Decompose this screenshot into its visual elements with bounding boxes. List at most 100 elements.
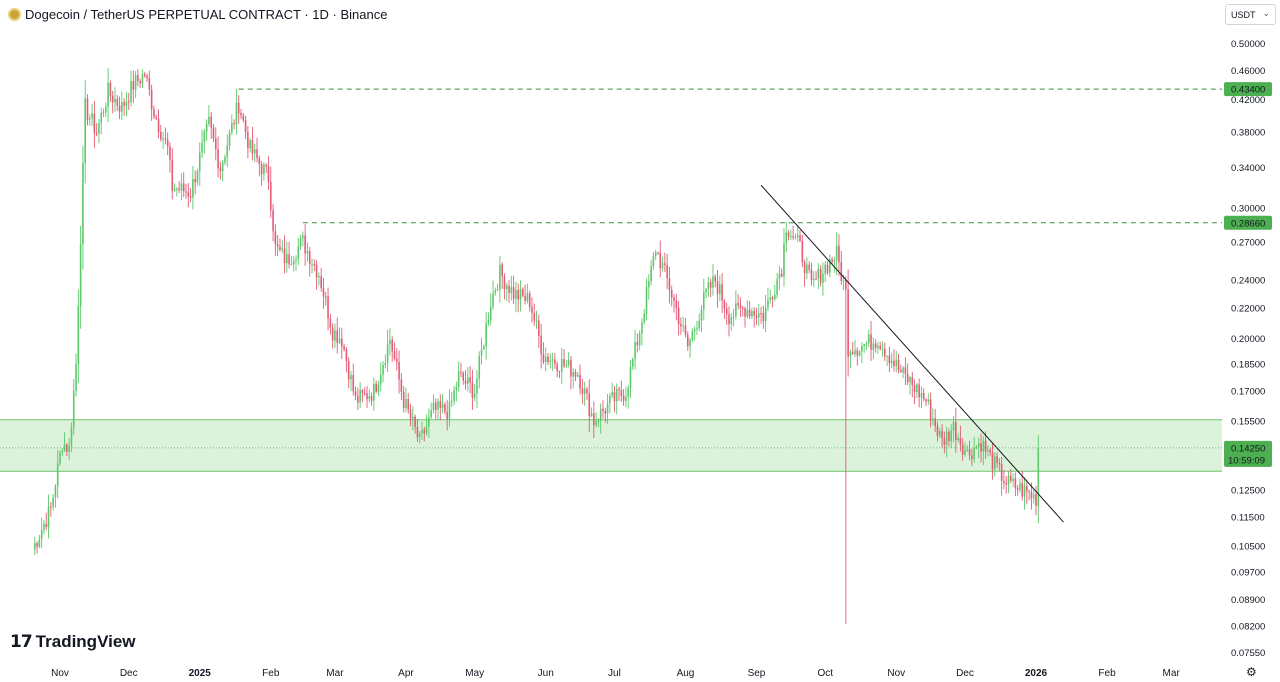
candle-body bbox=[478, 355, 481, 379]
candle-body bbox=[897, 359, 900, 370]
candle-body bbox=[473, 393, 476, 398]
candle-body bbox=[819, 268, 822, 283]
candle-body bbox=[538, 320, 540, 336]
candle-body bbox=[324, 296, 327, 298]
candle-body bbox=[386, 344, 389, 363]
candle-body bbox=[276, 244, 279, 247]
candle-body bbox=[748, 309, 751, 317]
candle-body bbox=[783, 243, 785, 277]
y-tick-label: 0.27000 bbox=[1231, 237, 1265, 248]
candle-body bbox=[817, 268, 820, 279]
y-tick-label: 0.38000 bbox=[1231, 127, 1265, 138]
candle-body bbox=[941, 430, 943, 439]
candle-body bbox=[744, 308, 746, 317]
y-tick-label: 0.30000 bbox=[1231, 204, 1265, 215]
candle-body bbox=[125, 101, 128, 106]
tradingview-logo[interactable]: 17 TradingView bbox=[10, 632, 136, 652]
candle-body bbox=[455, 386, 458, 391]
candle-body bbox=[370, 396, 373, 401]
candle-body bbox=[682, 325, 684, 327]
candle-body bbox=[634, 341, 636, 360]
candle-body bbox=[920, 393, 923, 398]
candle-body bbox=[792, 236, 794, 238]
candle-body bbox=[434, 402, 437, 410]
candle-body bbox=[998, 462, 1001, 464]
candle-body bbox=[256, 149, 258, 159]
candle-body bbox=[343, 346, 345, 350]
candle-body bbox=[480, 349, 483, 356]
candle-body bbox=[134, 75, 137, 90]
candle-body bbox=[625, 396, 627, 401]
candle-body bbox=[185, 191, 187, 193]
candles-layer bbox=[33, 68, 1040, 624]
candle-body bbox=[329, 318, 332, 328]
candle-body bbox=[244, 120, 247, 133]
candle-body bbox=[263, 164, 265, 175]
candle-body bbox=[228, 132, 231, 146]
x-tick-label: Apr bbox=[398, 668, 414, 679]
candle-body bbox=[570, 359, 572, 377]
time-axis[interactable]: Nov Dec 2025 Feb Mar Apr May Jun Jul Aug Sep Oct Nov… bbox=[51, 668, 1180, 679]
candle-body bbox=[501, 264, 503, 277]
level-price-badge-0 bbox=[1224, 82, 1272, 97]
candle-body bbox=[918, 384, 920, 398]
candle-body bbox=[652, 255, 655, 267]
candle-body bbox=[576, 374, 579, 377]
chart-title[interactable]: Dogecoin / TetherUS PERPETUAL CONTRACT ·… bbox=[25, 6, 388, 22]
candle-body bbox=[723, 300, 726, 309]
candle-body bbox=[304, 235, 306, 254]
candle-body bbox=[464, 380, 467, 384]
candle-body bbox=[448, 401, 451, 419]
candle-body bbox=[675, 300, 678, 308]
candle-body bbox=[50, 506, 52, 508]
candle-body bbox=[313, 264, 316, 266]
candle-body bbox=[574, 371, 577, 377]
candle-body bbox=[872, 343, 875, 350]
candle-body bbox=[984, 440, 987, 452]
candle-body bbox=[560, 359, 563, 372]
candle-body bbox=[242, 115, 245, 121]
candle-body bbox=[201, 142, 203, 153]
candle-body bbox=[751, 311, 753, 317]
gear-icon[interactable]: ⚙ bbox=[1246, 665, 1257, 679]
candle-body bbox=[540, 335, 542, 355]
candle-body bbox=[139, 80, 141, 84]
currency-selector[interactable]: USDT ⌄ bbox=[1225, 4, 1276, 25]
y-tick-label: 0.17000 bbox=[1231, 387, 1265, 398]
candle-body bbox=[677, 307, 680, 325]
candle-body bbox=[824, 264, 827, 274]
candle-body bbox=[43, 523, 45, 531]
price-axis[interactable]: 0.50000 0.46000 0.42000 0.38000 0.34000 0.300… bbox=[1231, 39, 1265, 659]
candle-body bbox=[407, 398, 410, 410]
currency-value: USDT bbox=[1231, 9, 1256, 20]
candle-body bbox=[714, 276, 717, 282]
candle-body bbox=[1035, 494, 1037, 506]
candle-body bbox=[40, 530, 43, 540]
candle-body bbox=[565, 365, 568, 367]
candle-body bbox=[588, 393, 591, 417]
candle-body bbox=[105, 106, 107, 113]
candle-body bbox=[936, 425, 939, 436]
candle-body bbox=[1023, 485, 1026, 497]
candle-body bbox=[36, 543, 38, 547]
y-tick-label: 0.15500 bbox=[1231, 416, 1265, 427]
candle-body bbox=[114, 98, 116, 103]
candle-body bbox=[327, 296, 329, 319]
candle-body bbox=[966, 449, 969, 451]
x-tick-label: Jul bbox=[608, 668, 621, 679]
x-tick-label: Dec bbox=[120, 668, 138, 679]
candle-body bbox=[359, 390, 361, 403]
candle-body bbox=[393, 351, 396, 359]
candle-body bbox=[382, 364, 384, 375]
candle-body bbox=[631, 359, 634, 367]
candle-body bbox=[968, 449, 971, 456]
candle-body bbox=[269, 181, 272, 211]
candle-body bbox=[686, 334, 689, 347]
candle-body bbox=[959, 437, 962, 445]
candle-body bbox=[331, 327, 334, 341]
candle-body bbox=[856, 350, 859, 356]
candle-body bbox=[483, 346, 485, 350]
x-tick-label: Mar bbox=[326, 668, 344, 679]
